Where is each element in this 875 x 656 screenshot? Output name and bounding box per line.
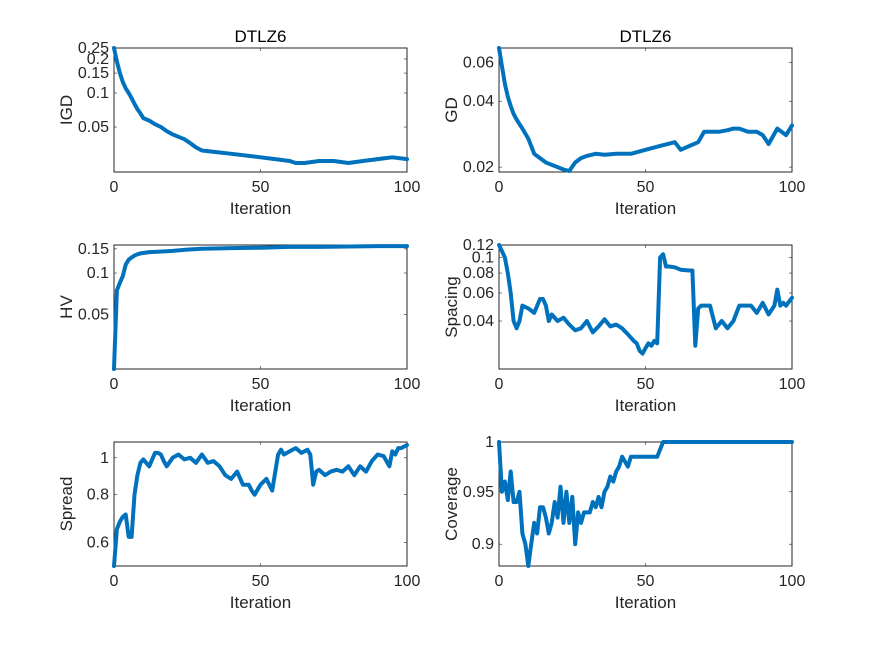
panel-3-ytick-label: 0.15 <box>78 241 109 258</box>
panel-4-ytick-label: 0.08 <box>463 265 494 282</box>
panel-2-ytick-label: 0.04 <box>463 93 494 110</box>
panel-1-ylabel: IGD <box>57 95 76 125</box>
panel-3-ytick-label: 0.1 <box>87 265 109 282</box>
panel-5-series-line <box>112 443 409 568</box>
panel-2-axes-box <box>498 47 793 173</box>
panel-1-ytick-label: 0.2 <box>87 51 109 68</box>
panel-1-xlabel: Iteration <box>230 199 291 218</box>
panel-2-xtick-label: 100 <box>779 179 806 196</box>
panel-1-ytick-label: 0.1 <box>87 85 109 102</box>
panel-4-ylabel: Spacing <box>442 276 461 337</box>
panel-4-ytick-label: 0.04 <box>463 313 494 330</box>
panel-1-xtick-label: 50 <box>252 179 270 196</box>
panel-1-xtick-label: 0 <box>110 179 119 196</box>
panel-6-coverage-chart: 0 50 100 0.9 0.95 1 Iteration Coverage <box>442 434 805 612</box>
panel-2-ytick-label: 0.02 <box>463 159 494 176</box>
panel-2-title: DTLZ6 <box>620 27 672 46</box>
panel-4-ytick-label: 0.06 <box>463 285 494 302</box>
panel-5-spread-chart: 0 50 100 0.6 0.8 1 Iteration Spread <box>57 441 421 612</box>
panel-3-hv-chart: 0 50 100 0.05 0.1 0.15 Iteration HV <box>57 241 420 415</box>
panel-1-xtick-label: 100 <box>394 179 421 196</box>
panel-5-ytick-label: 0.6 <box>87 534 109 551</box>
panel-2-series-line <box>497 46 794 173</box>
panel-4-ytick-label: 0.1 <box>472 250 494 267</box>
panel-3-ylabel: HV <box>57 295 76 319</box>
panel-2-ytick-label: 0.06 <box>463 55 494 72</box>
panel-6-xtick-label: 50 <box>637 573 655 590</box>
panel-3-xtick-label: 50 <box>252 376 270 393</box>
panel-3-ytick-label: 0.05 <box>78 306 109 323</box>
panel-3-axes-box <box>113 244 408 370</box>
panel-3-xtick-label: 0 <box>110 376 119 393</box>
panel-6-ylabel: Coverage <box>442 467 461 541</box>
panel-2-ylabel: GD <box>442 97 461 123</box>
panel-5-ylabel: Spread <box>57 477 76 532</box>
panel-4-spacing-chart: 0 50 100 0.04 0.06 0.080.10.12 Iteration Spacin… <box>442 237 805 415</box>
panel-6-xtick-label: 0 <box>495 573 504 590</box>
panel-1-igd-chart: 0 50 100 0.05 0.1 0.150.20.25 Iteration IGD DTLZ… <box>57 27 420 218</box>
panel-6-ytick-label: 0.9 <box>472 536 494 553</box>
panel-2-xtick-label: 0 <box>495 179 504 196</box>
panel-4-series-line <box>497 243 794 356</box>
panel-4-xtick-label: 0 <box>495 376 504 393</box>
panel-6-xtick-label: 100 <box>779 573 806 590</box>
panel-1-title: DTLZ6 <box>235 27 287 46</box>
panel-5-axes-box <box>113 441 408 567</box>
panel-5-ytick-label: 1 <box>100 450 109 467</box>
panel-2-xtick-label: 50 <box>637 179 655 196</box>
panel-5-ytick-label: 0.8 <box>87 487 109 504</box>
panel-6-ytick-label: 0.95 <box>463 484 494 501</box>
panel-2-xlabel: Iteration <box>615 199 676 218</box>
panel-2-gd-chart: 0 50 100 0.02 0.04 0.06 Iteration GD DTLZ6 <box>442 27 805 218</box>
panel-4-xtick-label: 100 <box>779 376 806 393</box>
panel-3-xlabel: Iteration <box>230 396 291 415</box>
panel-3-xtick-label: 100 <box>394 376 421 393</box>
panel-1-ytick-label: 0.25 <box>78 40 109 57</box>
panel-5-xtick-label: 50 <box>252 573 270 590</box>
panel-3-series-line <box>112 244 409 371</box>
panel-6-ytick-label: 1 <box>485 434 494 451</box>
panel-1-axes-box <box>113 47 408 173</box>
panel-1-series-line <box>112 46 409 165</box>
panel-1-ytick-label: 0.15 <box>78 65 109 82</box>
panel-6-xlabel: Iteration <box>615 593 676 612</box>
panel-5-xtick-label: 100 <box>394 573 421 590</box>
panel-6-axes-box <box>498 441 793 567</box>
panel-4-xlabel: Iteration <box>615 396 676 415</box>
panel-4-ytick-label: 0.12 <box>463 237 494 254</box>
panel-4-xtick-label: 50 <box>637 376 655 393</box>
panel-6-series-line <box>497 440 794 568</box>
panel-1-ytick-label: 0.05 <box>78 119 109 136</box>
panel-5-xtick-label: 0 <box>110 573 119 590</box>
panel-5-xlabel: Iteration <box>230 593 291 612</box>
